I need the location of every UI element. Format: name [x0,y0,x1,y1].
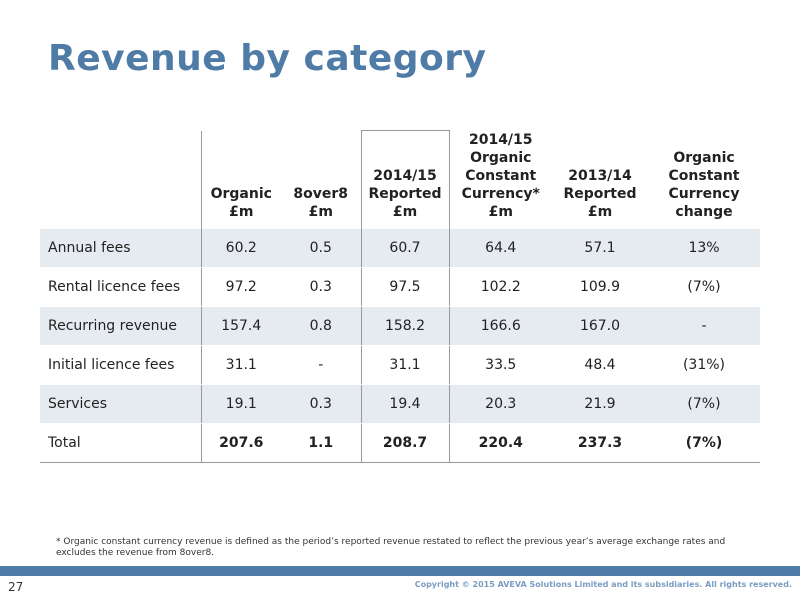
table-row: Recurring revenue 157.4 0.8 158.2 166.6 … [40,305,760,346]
cell: 19.1 [200,384,281,424]
cell: - [281,345,361,385]
copyright-notice: Copyright © 2015 AVEVA Solutions Limited… [414,580,792,589]
slide-title: Revenue by category [48,38,487,79]
cell: 1.1 [281,422,361,463]
header-8over8: 8over8 £m [293,185,349,220]
cell: 13% [648,228,760,268]
cell: 31.1 [200,345,281,385]
header-constant-currency-change: Organic Constant Currency change [668,149,740,220]
cell: 0.3 [281,384,361,424]
table-row: Rental licence fees 97.2 0.3 97.5 102.2 … [40,267,760,307]
cell: 21.9 [552,384,648,424]
cell: 97.2 [200,267,281,307]
header-label [40,131,201,229]
cell: (7%) [648,384,760,424]
cell: 220.4 [449,422,552,463]
cell: 207.6 [200,422,281,463]
header-2013-14-reported: 2013/14 Reported £m [563,167,637,220]
cell: 60.7 [360,228,450,268]
footer-bar [0,566,800,576]
cell: 102.2 [449,267,552,307]
cell: 64.4 [449,228,552,268]
row-label: Total [40,422,201,463]
cell: 208.7 [360,422,450,463]
table-row-total: Total 207.6 1.1 208.7 220.4 237.3 (7%) [40,422,760,463]
cell: 57.1 [552,228,648,268]
cell: 20.3 [449,384,552,424]
row-label: Rental licence fees [40,267,201,307]
row-label: Services [40,384,201,424]
row-label: Annual fees [40,228,201,268]
cell: 167.0 [552,305,648,346]
cell: 97.5 [360,267,450,307]
cell: 48.4 [552,345,648,385]
revenue-table: Organic £m 8over8 £m 2014/15 Reported £m… [40,130,760,463]
table-header-row: Organic £m 8over8 £m 2014/15 Reported £m… [40,130,760,229]
table-row: Initial licence fees 31.1 - 31.1 33.5 48… [40,345,760,385]
cell: 33.5 [449,345,552,385]
cell: 166.6 [449,305,552,346]
cell: 237.3 [552,422,648,463]
cell: 0.8 [281,305,361,346]
footnote: * Organic constant currency revenue is d… [56,537,726,558]
cell: 158.2 [360,305,450,346]
table-row: Services 19.1 0.3 19.4 20.3 21.9 (7%) [40,384,760,424]
cell: 31.1 [360,345,450,385]
cell: 19.4 [360,384,450,424]
cell: (7%) [648,267,760,307]
cell: 60.2 [200,228,281,268]
row-label: Initial licence fees [40,345,201,385]
cell: 0.3 [281,267,361,307]
header-2014-15-reported: 2014/15 Reported £m [360,130,450,229]
cell: 157.4 [200,305,281,346]
cell: 0.5 [281,228,361,268]
cell: - [648,305,760,346]
table-row: Annual fees 60.2 0.5 60.7 64.4 57.1 13% [40,228,760,268]
header-organic: Organic £m [200,130,281,229]
header-organic-constant-currency: 2014/15 Organic Constant Currency* £m [461,131,540,220]
row-label: Recurring revenue [40,305,201,346]
cell: (31%) [648,345,760,385]
cell: (7%) [648,422,760,463]
cell: 109.9 [552,267,648,307]
page-number: 27 [8,580,24,594]
